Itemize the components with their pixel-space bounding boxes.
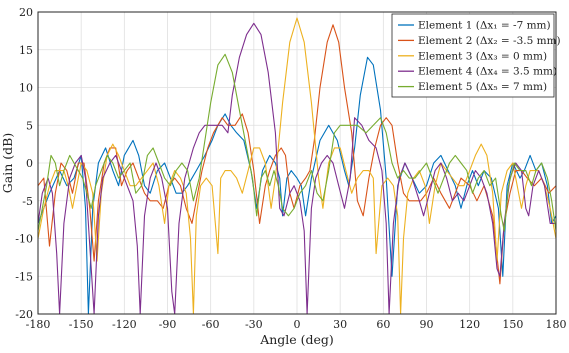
x-tick-label: -30: [245, 318, 263, 331]
x-tick-label: 0: [294, 318, 301, 331]
plot-frame: [37, 11, 557, 315]
y-tick-label: -15: [15, 270, 33, 283]
x-tick-label: 180: [546, 318, 567, 331]
y-tick-label: 20: [19, 6, 33, 19]
y-tick-label: -10: [15, 233, 33, 246]
x-tick-label: -120: [112, 318, 137, 331]
legend-entry: Element 5 (Δx₅ = 7 mm): [418, 81, 547, 93]
x-tick-label: 120: [459, 318, 480, 331]
legend-entry: Element 2 (Δx₂ = -3.5 mm): [418, 35, 561, 47]
tick-labels: -180 -150 -120 -90 -60 -30 0 30 60 90 120 150 180-20…: [15, 6, 566, 331]
y-tick-label: -5: [22, 195, 33, 208]
series-line-4: [37, 22, 556, 315]
series-line-1: [37, 56, 557, 315]
x-tick-label: 30: [333, 318, 347, 331]
x-tick-label: -90: [159, 318, 177, 331]
legend: Element 1 (Δx₁ = -7 mm) Element 2 (Δx₂ = …: [391, 13, 561, 98]
y-tick-label: 10: [19, 82, 33, 95]
y-tick-label: 0: [26, 157, 33, 170]
series-line-3: [37, 17, 557, 315]
x-tick-label: 150: [502, 318, 523, 331]
y-axis-label: Gain (dB): [0, 133, 15, 193]
x-axis-label: Angle (deg): [259, 332, 334, 347]
x-tick-label: -150: [69, 318, 94, 331]
x-tick-label: -180: [26, 318, 51, 331]
x-tick-label: -60: [202, 318, 220, 331]
legend-entry: Element 1 (Δx₁ = -7 mm): [418, 20, 551, 32]
series-line-5: [37, 53, 557, 232]
legend-entry: Element 4 (Δx₄ = 3.5 mm): [418, 66, 557, 78]
legend-box: [391, 13, 555, 98]
y-tick-label: 5: [26, 119, 33, 132]
x-tick-label: 90: [420, 318, 434, 331]
y-tick-label: 15: [19, 44, 33, 57]
x-tick-label: 60: [376, 318, 390, 331]
legend-entry: Element 3 (Δx₃ = 0 mm): [418, 50, 547, 62]
plot-area: [37, 17, 557, 315]
y-tick-label: -20: [15, 308, 33, 321]
